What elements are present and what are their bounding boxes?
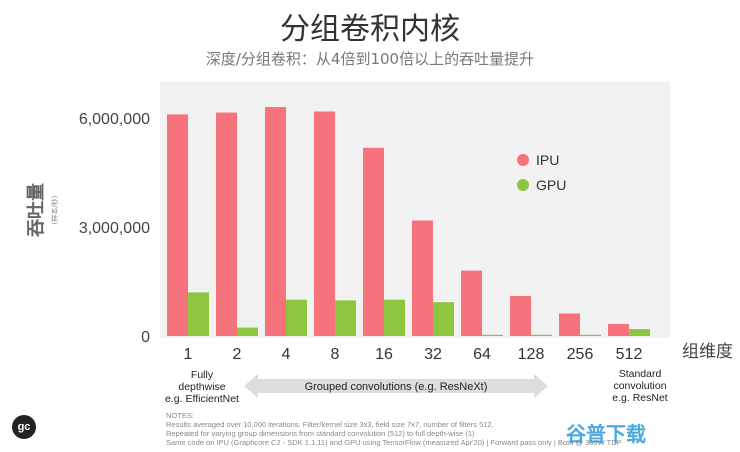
- x-tick-label: 256: [567, 346, 594, 363]
- fully-depthwise-line-1: Fully: [190, 369, 214, 381]
- grouped-conv-label: Grouped convolutions (e.g. ResNeXt): [305, 381, 488, 393]
- legend-label-ipu: IPU: [536, 152, 559, 168]
- x-tick-label: 4: [282, 346, 291, 363]
- x-tick-label: 1: [184, 346, 193, 363]
- y-axis-title: 吞吐量: [25, 183, 47, 237]
- legend-swatch-ipu: [517, 154, 529, 166]
- notes-line-1: Results averaged over 10,000 iterations.…: [166, 420, 494, 429]
- fully-depthwise-label: Fully depthwise e.g. EfficientNet: [158, 369, 246, 405]
- bar-ipu-32: [412, 220, 433, 336]
- bar-gpu-16: [384, 299, 405, 336]
- x-tick-label: 2: [233, 346, 242, 363]
- bar-ipu-2: [216, 112, 237, 336]
- bars-group: [167, 107, 650, 337]
- bar-gpu-32: [433, 302, 454, 336]
- bar-ipu-512: [608, 324, 629, 336]
- x-tick-label: 512: [616, 346, 643, 363]
- notes-line-3: Same code on IPU (Graphcore C2 - SDK 1.1…: [166, 438, 622, 447]
- x-tick-label: 16: [375, 346, 393, 363]
- y-axis-unit: (样本/秒): [50, 195, 59, 224]
- x-tick-label: 128: [518, 346, 545, 363]
- page-title: 分组卷积内核: [280, 12, 460, 47]
- x-tick-label: 32: [424, 346, 442, 363]
- bar-gpu-2: [237, 327, 258, 336]
- bar-gpu-8: [335, 300, 356, 336]
- notes-heading: NOTES:: [166, 411, 194, 420]
- legend: IPU GPU: [517, 152, 566, 193]
- y-ticks-group: 0 3,000,000 6,000,000: [79, 111, 150, 346]
- legend-label-gpu: GPU: [536, 177, 566, 193]
- notes-block: NOTES: Results averaged over 10,000 iter…: [166, 411, 740, 447]
- x-ticks-group: 1 2 4 8 16 32 64 128 256 512: [184, 346, 643, 363]
- bar-gpu-1: [188, 292, 209, 336]
- y-tick-label: 0: [141, 329, 150, 346]
- bar-gpu-64: [482, 334, 503, 336]
- standard-conv-label: Standard convolution e.g. ResNet: [600, 368, 680, 404]
- fully-depthwise-line-3: e.g. EfficientNet: [165, 393, 239, 405]
- bar-ipu-64: [461, 270, 482, 336]
- x-tick-label: 64: [473, 346, 491, 363]
- grouped-conv-arrow: Grouped convolutions (e.g. ResNeXt): [244, 374, 548, 398]
- bar-ipu-4: [265, 107, 286, 336]
- bar-gpu-256: [580, 334, 601, 336]
- x-tick-label: 8: [331, 346, 340, 363]
- standard-conv-line-2: convolution: [613, 380, 667, 392]
- bar-ipu-8: [314, 111, 335, 336]
- x-axis-title: 组维度: [682, 342, 733, 362]
- bar-gpu-4: [286, 299, 307, 336]
- standard-conv-line-3: e.g. ResNet: [612, 392, 668, 404]
- fully-depthwise-line-2: depthwise: [178, 381, 226, 393]
- bar-ipu-256: [559, 313, 580, 336]
- graphcore-logo-icon: gc: [12, 415, 36, 439]
- page-subtitle: 深度/分组卷积：从4倍到100倍以上的吞吐量提升: [205, 50, 535, 68]
- y-tick-label: 6,000,000: [79, 111, 150, 128]
- bar-gpu-128: [531, 334, 552, 336]
- bar-ipu-128: [510, 296, 531, 336]
- legend-swatch-gpu: [517, 179, 529, 191]
- watermark-text: 谷普下载: [566, 422, 646, 446]
- bar-gpu-512: [629, 329, 650, 336]
- bar-ipu-16: [363, 147, 384, 336]
- notes-line-2: Repeated for varying group dimensions fr…: [166, 429, 475, 438]
- standard-conv-line-1: Standard: [618, 368, 662, 380]
- y-tick-label: 3,000,000: [79, 220, 150, 237]
- bar-ipu-1: [167, 114, 188, 337]
